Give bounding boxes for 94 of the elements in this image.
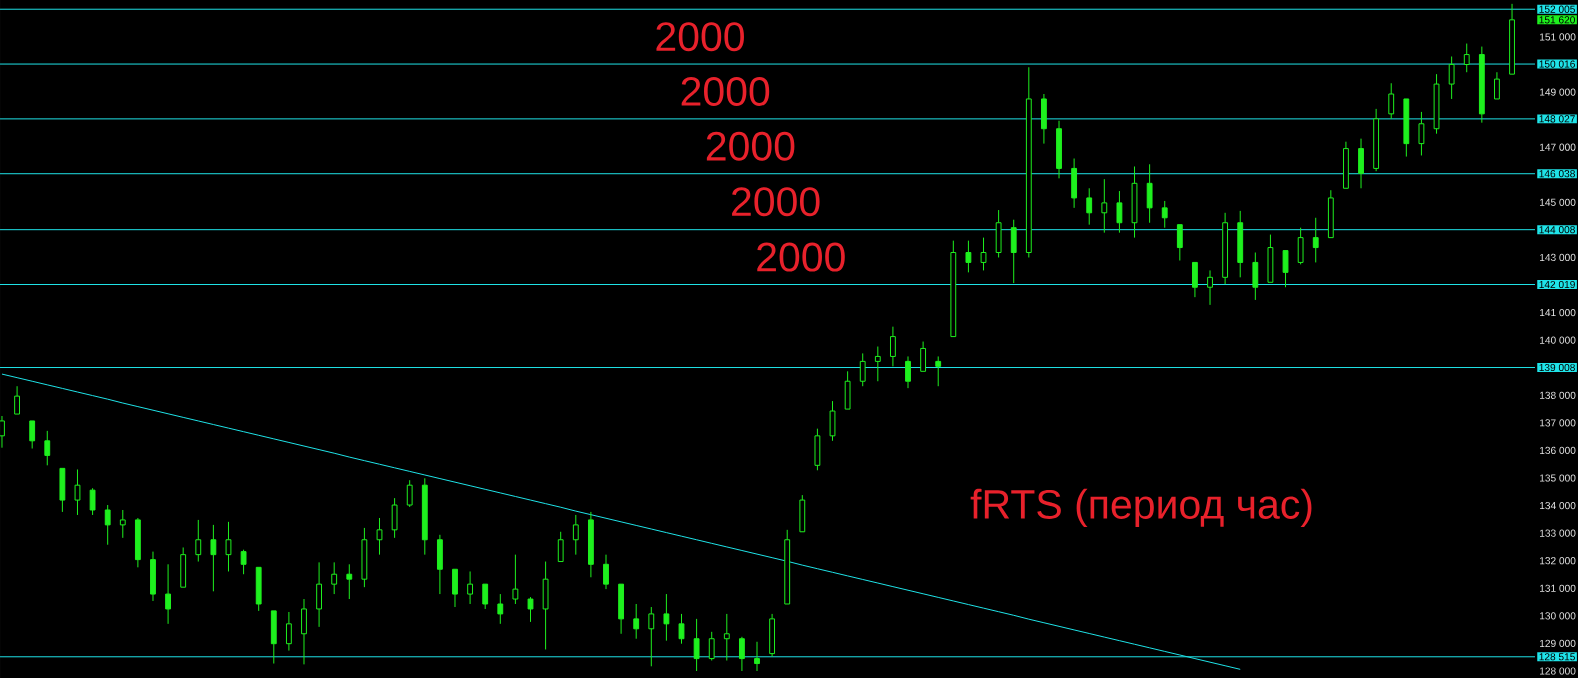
ref-line-label: 146 038 — [1539, 170, 1575, 178]
candlestick — [693, 618, 700, 672]
candlestick — [1418, 111, 1425, 156]
candlestick — [1071, 158, 1078, 209]
candlestick — [1116, 190, 1123, 234]
candlestick — [1222, 212, 1229, 285]
ref-line-label: 150 016 — [1539, 60, 1575, 68]
annotation: 2000 — [681, 76, 770, 106]
candlestick — [436, 534, 443, 595]
ref-line-label: 142 019 — [1539, 280, 1575, 289]
y-tick-label: 133 000 — [1540, 529, 1576, 537]
candlestick — [587, 511, 594, 578]
candlestick — [225, 521, 232, 572]
ref-line-label: 128 515 — [1539, 653, 1575, 661]
candlestick — [980, 237, 987, 271]
candlestick — [965, 240, 972, 273]
candlestick — [1131, 166, 1138, 239]
candlestick — [1312, 217, 1319, 263]
annotation: 2000 — [757, 242, 845, 272]
text: fRTS (период час) — [970, 488, 1312, 528]
candlestick — [829, 400, 836, 442]
candlestick — [935, 355, 942, 387]
candlestick — [1237, 210, 1244, 278]
candlestick — [1056, 120, 1062, 179]
candlestick — [210, 524, 217, 592]
candlestick — [1146, 163, 1153, 224]
candlestick — [512, 554, 519, 605]
candlestick — [542, 561, 549, 650]
candlestick — [754, 641, 760, 672]
candlestick — [874, 346, 881, 382]
candlestick — [769, 613, 776, 658]
candlestick — [467, 570, 474, 605]
y-tick-label: 147 000 — [1540, 143, 1576, 151]
candlestick — [331, 561, 338, 595]
candlestick — [1433, 73, 1440, 135]
y-tick-label: 138 000 — [1540, 391, 1576, 399]
ref-line-label: 148 027 — [1539, 115, 1575, 123]
candlestick — [1358, 138, 1364, 189]
candlestick — [678, 613, 685, 645]
candlestick — [150, 551, 156, 602]
candlestick — [890, 326, 896, 367]
candlestick — [301, 598, 307, 665]
ref-line-label: 139 008 — [1539, 363, 1575, 372]
y-tick-label: 135 000 — [1540, 474, 1576, 482]
candlestick — [346, 563, 353, 600]
candlestick — [1086, 187, 1093, 226]
candlestick — [74, 468, 81, 516]
y-tick-label: 129 000 — [1540, 639, 1576, 648]
y-tick-label: 141 000 — [1540, 309, 1576, 317]
candlestick — [195, 519, 202, 563]
candlestick — [497, 593, 504, 625]
y-tick-label: 140 000 — [1540, 336, 1576, 344]
y-tick-label: 131 000 — [1540, 584, 1576, 592]
candlestick — [1388, 82, 1395, 120]
ref-line-label: 152 005 — [1539, 5, 1575, 13]
candlestick — [905, 355, 911, 389]
annotation: 2000 — [656, 22, 744, 52]
candlestick — [44, 430, 51, 466]
y-tick-label: 149 000 — [1540, 88, 1576, 96]
candlestick — [572, 514, 579, 556]
ref-line-label: 144 008 — [1539, 226, 1575, 234]
candlestick — [316, 561, 323, 628]
annotation: 2000 — [732, 187, 820, 217]
candlestick — [134, 517, 141, 568]
candlestick — [603, 554, 609, 590]
candlestick — [1373, 108, 1380, 172]
candlestick — [663, 593, 670, 642]
y-tick-label: 137 000 — [1540, 419, 1576, 427]
y-tick-label: 134 000 — [1540, 501, 1576, 510]
candlestick — [1207, 269, 1213, 306]
y-tick-label: 151 000 — [1540, 33, 1576, 41]
candlestick — [1252, 252, 1259, 301]
y-tick-label: 130 000 — [1540, 612, 1576, 620]
candlestick — [361, 527, 368, 588]
candlestick — [119, 509, 126, 539]
candlestick — [165, 563, 171, 625]
candlestick — [421, 477, 428, 556]
candlestick — [376, 517, 383, 556]
candlestick — [859, 352, 866, 387]
annotation: 2000 — [706, 131, 795, 161]
candlestick — [723, 613, 730, 662]
candlestick — [285, 611, 292, 652]
candlestick — [633, 603, 640, 640]
y-tick-label: 145 000 — [1540, 198, 1576, 206]
candlestick — [1101, 178, 1108, 234]
text: 151 620 — [1539, 16, 1575, 24]
y-tick-label: 143 000 — [1540, 253, 1576, 262]
candlestick — [738, 636, 745, 672]
y-tick-label: 128 000 — [1540, 667, 1576, 675]
y-tick-label: 132 000 — [1540, 557, 1576, 565]
candlestick — [1041, 93, 1047, 145]
y-tick-label: 136 000 — [1540, 446, 1576, 455]
candlestick — [406, 479, 413, 508]
candlestick — [1297, 227, 1304, 265]
